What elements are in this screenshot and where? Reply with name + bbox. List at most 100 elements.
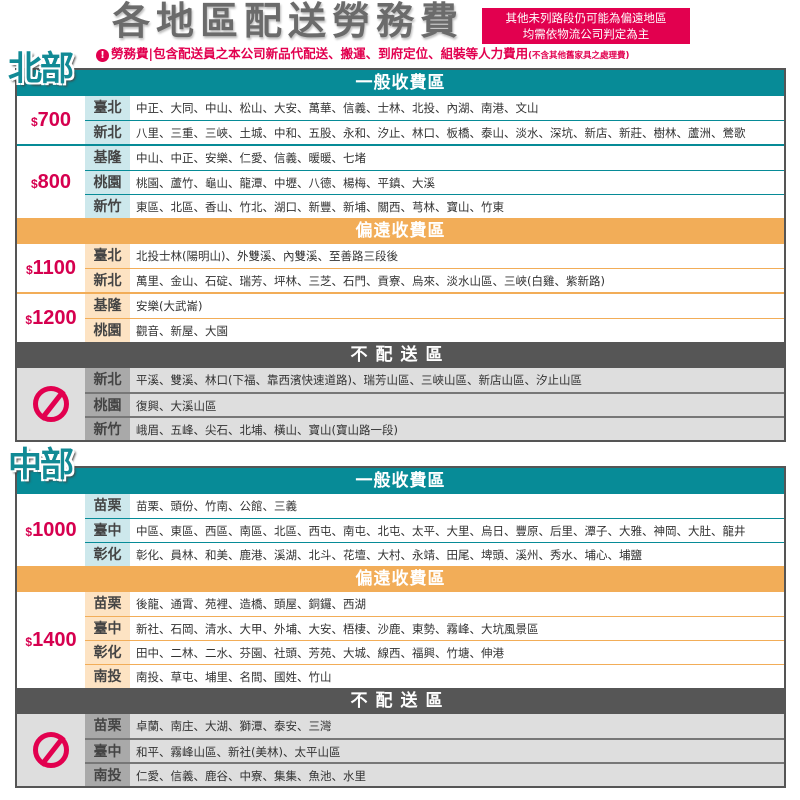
area-list: 八里、三重、三峽、土城、中和、五股、永和、汐止、林口、板橋、泰山、淡水、深坑、新… [136,126,746,140]
table-row: 新竹 東區、北區、香山、竹北、湖口、新豐、新埔、關西、芎林、寶山、竹東 [85,194,784,218]
price-tier: $1200 基隆 安樂(大武崙) 桃園 觀音、新屋、大園 [17,292,784,342]
price-value: 1000 [32,518,77,541]
city-label: 基隆 [85,146,130,170]
table-row: 苗栗 後龍、通霄、苑裡、造橋、頭屋、銅鑼、西湖 [85,592,784,616]
price-value: 1200 [32,306,77,329]
table-row: 新北 平溪、雙溪、林口(下福、靠西濱快速道路)、瑞芳山區、三峽山區、新店山區、汐止… [85,368,784,392]
dollar-sign: $ [25,635,33,649]
region-panel: 一般收費區 $1000 苗栗 苗栗、頭份、竹南、公館、三義 臺中 中區、東區、西區、南區、… [15,466,786,788]
fee-group-remote: 偏遠收費區 $1100 臺北 北投士林(陽明山)、外雙溪、內雙溪、至善路三段後 新北 萬里… [17,218,784,342]
page-title: 各地區配送勞務費 [112,0,465,43]
city-label: 苗栗 [85,592,130,616]
area-list: 復興、大溪山區 [136,399,217,413]
area-list: 桃園、蘆竹、龜山、龍潭、中壢、八德、楊梅、平鎮、大溪 [136,176,435,190]
price-cell: $1100 [17,244,85,292]
group-header: 不配送區 [17,342,784,368]
city-label: 新北 [85,269,130,292]
area-list: 中區、東區、西區、南區、北區、西屯、南屯、北屯、太平、大里、烏日、豐原、后里、潭… [136,524,746,538]
region-badge: 中部 [8,445,74,485]
group-header: 偏遠收費區 [17,218,784,244]
table-row: 新北 萬里、金山、石碇、瑞芳、坪林、三芝、石門、貢寮、烏來、淡水山區、三峽(白雞、… [85,268,784,292]
price-cell: $700 [17,96,85,144]
region-badge: 北部 [8,49,74,89]
tier-rows: 臺北 中正、大同、中山、松山、大安、萬華、信義、士林、北投、內湖、南港、文山 新北八… [85,96,784,144]
area-list: 觀音、新屋、大園 [136,324,228,338]
dollar-sign: $ [25,313,33,327]
dollar-sign: $ [30,177,38,191]
city-label: 苗栗 [85,714,130,738]
tier-rows: 苗栗 苗栗、頭份、竹南、公館、三義 臺中 中區、東區、西區、南區、北區、西屯、南屯、北… [85,494,784,566]
notice-box: 其他未列路段仍可能為偏遠地區 均需依物流公司判定為主 [482,8,690,44]
price-cell: $800 [17,146,85,218]
city-label: 苗栗 [85,494,130,518]
table-row: 南投 仁愛、信義、鹿谷、中寮、集集、魚池、水里 [85,762,784,786]
area-list: 卓蘭、南庄、大湖、獅潭、泰安、三灣 [136,719,332,733]
fee-group-remote: 偏遠收費區 $1400 苗栗 後龍、通霄、苑裡、造橋、頭屋、銅鑼、西湖 臺中 新社、石岡、… [17,566,784,688]
table-row: 桃園 桃園、蘆竹、龜山、龍潭、中壢、八德、楊梅、平鎮、大溪 [85,170,784,194]
area-list: 和平、霧峰山區、新社(美林)、太平山區 [136,745,341,759]
price-cell: $1000 [17,494,85,566]
area-list: 東區、北區、香山、竹北、湖口、新豐、新埔、關西、芎林、寶山、竹東 [136,200,504,214]
no-entry-icon [33,732,69,768]
area-list: 田中、二林、二水、芬園、社頭、芳苑、大城、線西、福興、竹塘、伸港 [136,646,504,660]
price-value: 1400 [32,628,77,651]
city-label: 新竹 [85,195,130,218]
area-list: 南投、草屯、埔里、名間、國姓、竹山 [136,670,332,684]
area-list: 後龍、通霄、苑裡、造橋、頭屋、銅鑼、西湖 [136,597,366,611]
tier-rows: 苗栗 後龍、通霄、苑裡、造橋、頭屋、銅鑼、西湖 臺中 新社、石岡、清水、大甲、外埔、大… [85,592,784,688]
table-row: 新北 八里、三重、三峽、土城、中和、五股、永和、汐止、林口、板橋、泰山、淡水、深坑… [85,120,784,144]
fee-group-general: 一般收費區 $700 臺北 中正、大同、中山、松山、大安、萬華、信義、士林、北投、內湖… [17,70,784,218]
city-label: 基隆 [85,294,130,318]
price-cell: $1400 [17,592,85,688]
price-tier: $1400 苗栗 後龍、通霄、苑裡、造橋、頭屋、銅鑼、西湖 臺中 新社、石岡、清水、大甲… [17,592,784,688]
city-label: 彰化 [85,641,130,664]
price-value: 700 [37,108,72,131]
table-row: 苗栗 卓蘭、南庄、大湖、獅潭、泰安、三灣 [85,714,784,738]
table-row: 桃園 觀音、新屋、大園 [85,318,784,342]
price-value: 1100 [32,256,77,279]
group-header: 偏遠收費區 [17,566,784,592]
city-label: 彰化 [85,543,130,566]
area-list: 新社、石岡、清水、大甲、外埔、大安、梧棲、沙鹿、東勢、霧峰、大坑風景區 [136,622,539,636]
table-row: 基隆 中山、中正、安樂、仁愛、信義、暖暖、七堵 [85,146,784,170]
price-tier: $800 基隆 中山、中正、安樂、仁愛、信義、暖暖、七堵 桃園 桃園、蘆竹、龜山、龍潭、… [17,144,784,218]
city-label: 新竹 [85,418,130,440]
fee-group-none: 不配送區 新北 平溪、雙溪、林口(下福、靠西濱快速道路)、瑞芳山區、三峽山區、新店山… [17,342,784,440]
city-label: 新北 [85,121,130,144]
table-row: 臺北 中正、大同、中山、松山、大安、萬華、信義、士林、北投、內湖、南港、文山 [85,96,784,120]
tier-rows: 臺北 北投士林(陽明山)、外雙溪、內雙溪、至善路三段後 新北 萬里、金山、石碇、瑞芳、… [85,244,784,292]
table-row: 基隆 安樂(大武崙) [85,294,784,318]
table-row: 彰化 彰化、員林、和美、鹿港、溪湖、北斗、花壇、大村、永靖、田尾、埤頭、溪州、秀水… [85,542,784,566]
price-tier: 苗栗 卓蘭、南庄、大湖、獅潭、泰安、三灣 臺中 和平、霧峰山區、新社(美林)、太平山區… [17,714,784,786]
tier-rows: 苗栗 卓蘭、南庄、大湖、獅潭、泰安、三灣 臺中 和平、霧峰山區、新社(美林)、太平山區… [85,714,784,786]
price-cell [17,368,85,440]
area-list: 彰化、員林、和美、鹿港、溪湖、北斗、花壇、大村、永靖、田尾、埤頭、溪州、秀水、埔… [136,548,642,562]
city-label: 桃園 [85,171,130,194]
fee-notice: ! 勞務費|包含配送員之本公司新品代配送、搬運、到府定位、組裝等人力費用(不含其他… [96,46,629,64]
price-value: 800 [37,170,72,193]
table-row: 臺北 北投士林(陽明山)、外雙溪、內雙溪、至善路三段後 [85,244,784,268]
city-label: 桃園 [85,394,130,416]
fee-group-none: 不配送區 苗栗 卓蘭、南庄、大湖、獅潭、泰安、三灣 臺中 和平、霧峰山區、新社(美林)、… [17,688,784,786]
area-list: 安樂(大武崙) [136,299,203,313]
table-row: 臺中 和平、霧峰山區、新社(美林)、太平山區 [85,738,784,762]
table-row: 桃園 復興、大溪山區 [85,392,784,416]
area-list: 中正、大同、中山、松山、大安、萬華、信義、士林、北投、內湖、南港、文山 [136,101,539,115]
region-panel: 一般收費區 $700 臺北 中正、大同、中山、松山、大安、萬華、信義、士林、北投、內湖… [15,68,786,442]
group-header: 不配送區 [17,688,784,714]
city-label: 臺中 [85,519,130,542]
area-list: 平溪、雙溪、林口(下福、靠西濱快速道路)、瑞芳山區、三峽山區、新店山區、汐止山區 [136,373,582,387]
notice-small: (不含其他舊家具之處理費) [528,51,630,61]
dollar-sign: $ [25,525,33,539]
price-cell: $1200 [17,294,85,342]
price-tier: 新北 平溪、雙溪、林口(下福、靠西濱快速道路)、瑞芳山區、三峽山區、新店山區、汐止… [17,368,784,440]
exclamation-icon: ! [96,49,109,62]
table-row: 彰化 田中、二林、二水、芬園、社頭、芳苑、大城、線西、福興、竹塘、伸港 [85,640,784,664]
price-tier: $700 臺北 中正、大同、中山、松山、大安、萬華、信義、士林、北投、內湖、南港、文… [17,96,784,144]
table-row: 苗栗 苗栗、頭份、竹南、公館、三義 [85,494,784,518]
price-tier: $1000 苗栗 苗栗、頭份、竹南、公館、三義 臺中 中區、東區、西區、南區、北區、西屯… [17,494,784,566]
area-list: 苗栗、頭份、竹南、公館、三義 [136,499,297,513]
dollar-sign: $ [30,115,38,129]
table-row: 臺中 中區、東區、西區、南區、北區、西屯、南屯、北屯、太平、大里、烏日、豐原、后里… [85,518,784,542]
price-tier: $1100 臺北 北投士林(陽明山)、外雙溪、內雙溪、至善路三段後 新北 萬里、金山、石… [17,244,784,292]
